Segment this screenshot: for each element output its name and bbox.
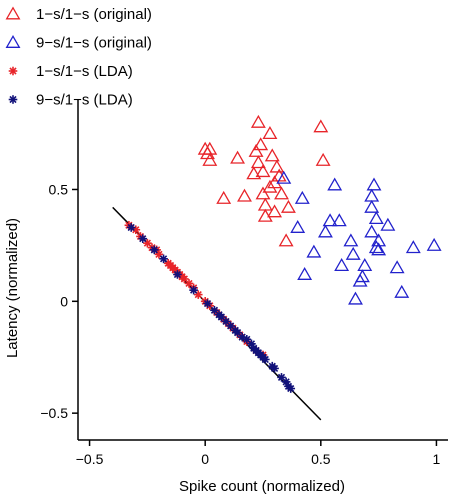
data-point <box>343 233 359 247</box>
data-point <box>255 164 271 178</box>
legend-item: 9−s/1−s (original) <box>5 34 152 52</box>
data-point <box>278 233 294 247</box>
legend-marker <box>5 6 21 20</box>
data-point <box>280 199 296 213</box>
data-point <box>270 364 279 373</box>
data-point <box>255 186 271 200</box>
data-point <box>315 152 331 166</box>
legend-label: 9−s/1−s (LDA) <box>36 92 133 109</box>
data-point <box>267 204 283 218</box>
data-point <box>150 245 159 255</box>
x-tick-label: 0 <box>201 451 209 467</box>
data-point <box>357 258 373 272</box>
data-point <box>322 213 338 227</box>
data-point <box>202 141 218 155</box>
data-point <box>331 213 347 227</box>
data-point <box>264 148 280 162</box>
data-point <box>297 266 313 280</box>
legend-marker <box>8 66 18 76</box>
legend-label: 9−s/1−s (original) <box>36 35 152 52</box>
data-point <box>253 137 269 151</box>
data-point <box>274 186 289 200</box>
data-point <box>368 211 384 225</box>
data-point <box>262 126 278 140</box>
x-tick-label: −0.5 <box>76 451 104 467</box>
data-point <box>354 269 370 283</box>
data-point <box>257 197 273 211</box>
x-tick-label: 0.5 <box>311 451 331 467</box>
legend-label: 1−s/1−s (original) <box>36 6 152 23</box>
data-point <box>352 273 368 287</box>
data-point <box>261 355 270 364</box>
series-2 <box>276 170 442 305</box>
legend-marker <box>8 95 18 104</box>
data-point <box>203 299 212 308</box>
data-point <box>257 208 273 222</box>
legend-item: 9−s/1−s (LDA) <box>8 92 133 109</box>
data-point <box>366 177 382 191</box>
data-point <box>334 258 350 272</box>
data-point <box>290 219 306 233</box>
data-point <box>248 143 264 157</box>
data-point <box>262 179 278 193</box>
data-point <box>389 260 405 274</box>
data-point <box>138 234 148 243</box>
legend-label: 1−s/1−s (LDA) <box>36 63 133 80</box>
data-point <box>405 240 421 254</box>
data-point <box>202 152 218 166</box>
data-point <box>306 244 322 258</box>
data-point <box>426 237 442 251</box>
x-tick-label: 1 <box>433 451 441 467</box>
legend-marker <box>5 34 21 48</box>
data-point <box>126 223 136 232</box>
data-point <box>327 177 343 191</box>
data-point <box>371 242 387 256</box>
data-point <box>313 119 329 133</box>
data-point <box>269 159 285 173</box>
legend-item: 1−s/1−s (LDA) <box>8 63 133 80</box>
data-point <box>380 217 396 231</box>
data-point <box>217 312 226 322</box>
series-4 <box>126 223 296 393</box>
data-point <box>233 328 242 337</box>
data-point <box>189 285 198 295</box>
data-point <box>394 284 410 298</box>
x-axis-label: Spike count (normalized) <box>179 478 345 495</box>
data-point <box>173 270 182 279</box>
data-point <box>276 170 292 184</box>
data-point <box>226 321 235 331</box>
data-point <box>368 240 384 254</box>
axes: −0.5 0 0.5 1 −0.5 0 0.5 <box>40 100 448 467</box>
data-point <box>250 155 266 169</box>
data-point <box>286 384 296 393</box>
data-point <box>364 188 380 202</box>
data-point <box>371 233 387 247</box>
data-point <box>250 114 266 128</box>
data-point <box>246 166 262 180</box>
data-point <box>348 291 363 305</box>
data-point <box>230 150 246 164</box>
data-point <box>159 254 168 264</box>
data-point <box>216 190 232 204</box>
plot-area <box>112 114 442 421</box>
legend-item: 1−s/1−s (original) <box>5 6 152 23</box>
y-tick-label: −0.5 <box>40 405 68 421</box>
data-point <box>345 246 361 260</box>
legend: 1−s/1−s (original) 9−s/1−s (original) 1−s/… <box>5 6 152 109</box>
y-tick-label: 0 <box>60 293 68 309</box>
data-point <box>364 199 380 213</box>
data-point <box>317 224 333 238</box>
data-point <box>364 224 380 238</box>
data-point <box>294 190 310 204</box>
data-point <box>237 188 252 202</box>
series-1 <box>197 114 331 247</box>
y-axis-label: Latency (normalized) <box>4 218 21 358</box>
y-tick-label: 0.5 <box>49 181 69 197</box>
